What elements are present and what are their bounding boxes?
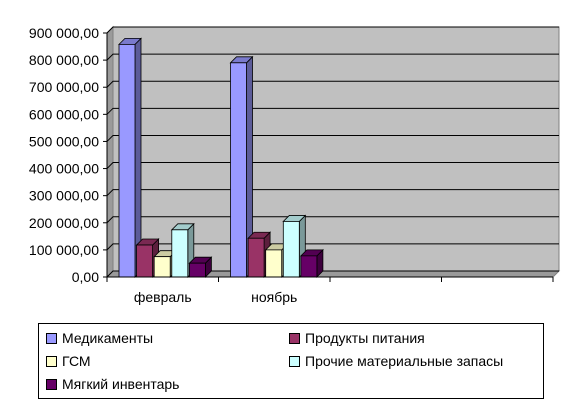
x-category-label: февраль (134, 289, 192, 305)
y-tick-label: 800 000,00 (29, 52, 99, 68)
legend-label: Мягкий инвентарь (62, 376, 180, 392)
y-tick-label: 300 000,00 (29, 188, 99, 204)
bar (229, 55, 254, 278)
legend-item: Прочие материальные запасы (289, 353, 503, 369)
legend-label: ГСМ (62, 353, 91, 369)
gridline (106, 26, 559, 34)
y-tick-label: 700 000,00 (29, 79, 99, 95)
gridline (106, 243, 559, 251)
y-tick-label: 0,00 (72, 269, 99, 285)
gridline (106, 134, 559, 142)
gridline (106, 53, 559, 61)
y-tick-label: 500 000,00 (29, 133, 99, 149)
legend-item: ГСМ (46, 353, 91, 369)
gridline (106, 107, 559, 115)
y-tick-label: 400 000,00 (29, 161, 99, 177)
legend-swatch (46, 355, 57, 367)
bar (188, 256, 213, 278)
side-wall (106, 25, 114, 279)
bar-chart: 0,00 100 000,00 200 000,00 300 000,00 400 00… (29, 25, 561, 305)
legend: Медикаменты Продукты питания ГСМ Прочие мат… (38, 323, 544, 399)
gridline (106, 80, 559, 88)
axes (106, 33, 554, 282)
bar (282, 214, 307, 278)
legend-swatch (289, 332, 300, 344)
y-tick-label: 600 000,00 (29, 106, 99, 122)
legend-label: Медикаменты (62, 330, 154, 346)
gridlines (106, 26, 559, 278)
legend-swatch (289, 355, 300, 367)
gridline (106, 162, 559, 169)
bars (118, 37, 324, 278)
legend-item: Мягкий инвентарь (46, 376, 179, 392)
gridline (106, 216, 559, 224)
legend-swatch (46, 332, 57, 344)
y-tick-labels: 0,00 100 000,00 200 000,00 300 000,00 400 00… (29, 25, 107, 285)
bar (299, 248, 324, 278)
legend-label: Прочие материальные запасы (305, 353, 504, 369)
y-tick-label: 900 000,00 (29, 25, 99, 41)
legend-swatch (46, 378, 57, 390)
legend-item: Продукты питания (289, 330, 425, 346)
legend-item: Медикаменты (46, 330, 153, 346)
bar (118, 37, 142, 278)
x-category-label: ноябрь (251, 289, 297, 305)
gridline (106, 189, 559, 197)
y-tick-label: 100 000,00 (29, 242, 99, 258)
y-tick-label: 200 000,00 (29, 215, 99, 231)
gridline (106, 270, 559, 278)
x-category-labels: февраль ноябрь (134, 289, 297, 305)
legend-label: Продукты питания (305, 330, 425, 346)
